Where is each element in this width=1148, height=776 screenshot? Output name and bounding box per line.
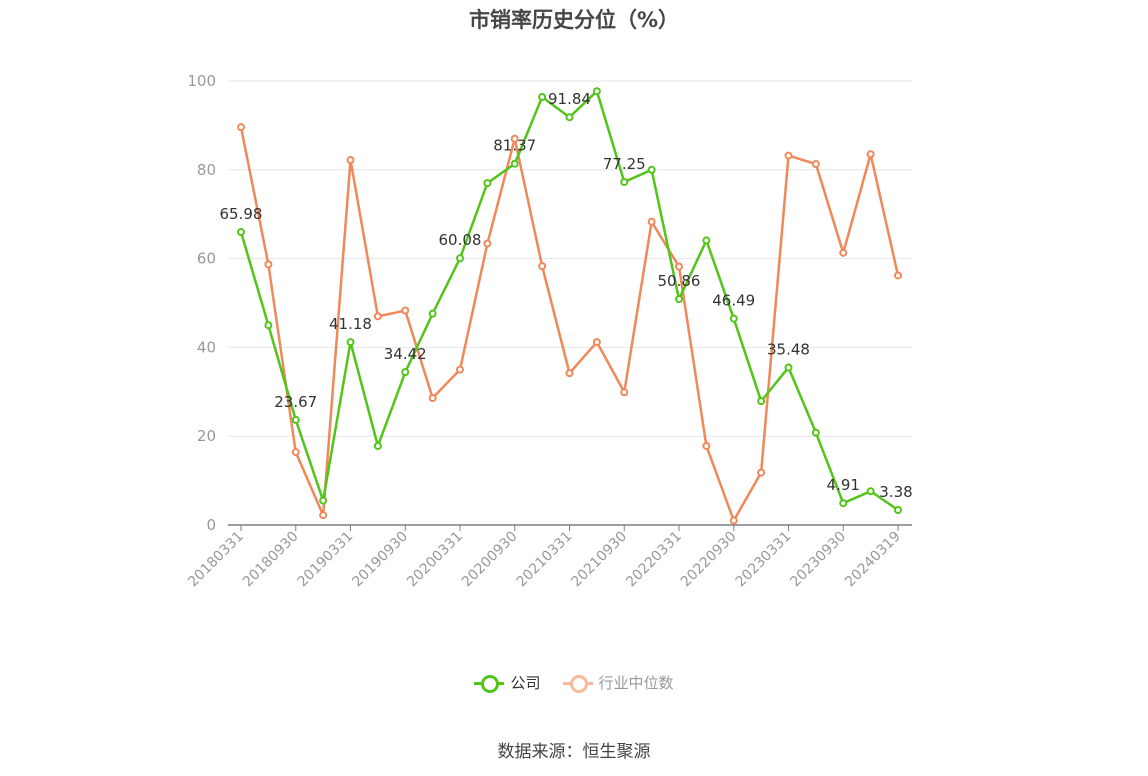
legend-swatch-company bbox=[474, 674, 505, 693]
series-industry-median bbox=[237, 123, 902, 525]
point-company bbox=[894, 505, 902, 514]
x-tick-label: 20210930 bbox=[568, 529, 630, 591]
point-company bbox=[866, 487, 875, 496]
line-chart: 0 20 40 60 80 100 2018033120180930201903312019… bbox=[185, 72, 913, 590]
point-industry-median bbox=[237, 123, 245, 132]
x-tick-label: 20210331 bbox=[514, 529, 576, 591]
data-source: 数据来源：恒生聚源 bbox=[497, 742, 651, 762]
x-tick-label: 20230331 bbox=[733, 529, 795, 591]
y-tick-label: 60 bbox=[197, 250, 216, 268]
point-company bbox=[373, 441, 382, 450]
chart-title: 市销率历史分位（%） bbox=[468, 8, 680, 32]
point-company bbox=[811, 428, 820, 437]
point-company bbox=[264, 321, 273, 330]
point-company bbox=[346, 338, 355, 347]
point-company bbox=[620, 178, 629, 187]
point-company bbox=[237, 228, 245, 237]
series-company bbox=[237, 87, 902, 514]
point-industry-median bbox=[346, 156, 355, 165]
point-industry-median bbox=[373, 312, 382, 321]
point-company bbox=[319, 496, 328, 505]
legend-item-company[interactable]: 公司 bbox=[474, 672, 541, 693]
data-label-company: 50.86 bbox=[658, 272, 701, 290]
point-industry-median bbox=[647, 217, 656, 226]
legend-item-industry-median[interactable]: 行业中位数 bbox=[562, 672, 674, 693]
x-tick-label: 20220331 bbox=[623, 529, 685, 591]
point-company bbox=[401, 368, 410, 377]
data-label-company: 41.18 bbox=[329, 315, 372, 333]
y-tick-label: 40 bbox=[197, 338, 216, 356]
x-tick-label: 20190930 bbox=[349, 529, 411, 591]
point-company bbox=[675, 295, 683, 304]
data-label-company: 4.91 bbox=[827, 476, 860, 494]
point-company bbox=[702, 236, 711, 245]
y-tick-label: 0 bbox=[206, 516, 216, 534]
point-company bbox=[565, 113, 574, 122]
data-label-company: 3.38 bbox=[879, 483, 912, 501]
point-company bbox=[757, 397, 766, 406]
data-label-company: 81.37 bbox=[493, 137, 536, 155]
point-company bbox=[839, 499, 848, 508]
point-industry-median bbox=[565, 369, 574, 378]
point-industry-median bbox=[428, 394, 437, 403]
x-tick-label: 20200331 bbox=[404, 529, 466, 591]
y-tick-label: 100 bbox=[187, 72, 216, 90]
point-industry-median bbox=[456, 365, 464, 374]
point-company bbox=[647, 165, 656, 174]
point-industry-median bbox=[757, 468, 766, 477]
y-tick-label: 80 bbox=[197, 161, 216, 179]
x-tick-label: 20180331 bbox=[185, 529, 247, 591]
legend: 公司 行业中位数 bbox=[0, 672, 1148, 693]
data-label-company: 65.98 bbox=[220, 205, 263, 223]
point-industry-median bbox=[264, 260, 273, 269]
legend-label-company: 公司 bbox=[510, 674, 541, 692]
point-industry-median bbox=[592, 338, 601, 347]
data-labels: 65.98 23.67 41.18 34.42 60.08 81.37 91.84 77.25… bbox=[220, 90, 913, 501]
point-industry-median bbox=[675, 262, 683, 271]
point-industry-median bbox=[894, 271, 902, 280]
point-industry-median bbox=[866, 150, 875, 159]
data-label-company: 60.08 bbox=[439, 231, 482, 249]
data-label-company: 46.49 bbox=[712, 292, 755, 310]
point-industry-median bbox=[839, 248, 848, 257]
series-lines bbox=[237, 87, 902, 525]
point-company bbox=[729, 314, 738, 323]
x-tick-label: 20180930 bbox=[240, 529, 302, 591]
point-industry-median bbox=[620, 388, 629, 397]
point-industry-median bbox=[401, 306, 410, 315]
data-label-company: 35.48 bbox=[767, 340, 810, 358]
point-industry-median bbox=[729, 516, 738, 525]
point-company bbox=[291, 415, 300, 424]
point-company bbox=[592, 87, 601, 96]
point-industry-median bbox=[510, 134, 519, 143]
point-company bbox=[510, 159, 519, 168]
point-industry-median bbox=[538, 262, 547, 271]
point-company bbox=[483, 179, 492, 188]
point-company bbox=[538, 92, 547, 101]
x-tick-label: 20200930 bbox=[459, 529, 521, 591]
data-label-company: 91.84 bbox=[548, 90, 591, 108]
legend-label-industry-median: 行业中位数 bbox=[598, 674, 674, 692]
point-industry-median bbox=[811, 160, 820, 169]
point-industry-median bbox=[319, 511, 328, 520]
grid-lines bbox=[228, 80, 912, 437]
point-industry-median bbox=[483, 239, 492, 248]
point-industry-median bbox=[702, 441, 711, 450]
data-label-company: 77.25 bbox=[603, 155, 646, 173]
point-industry-median bbox=[291, 448, 300, 457]
data-label-company: 34.42 bbox=[384, 345, 427, 363]
point-company bbox=[428, 309, 437, 318]
legend-swatch-industry-median bbox=[562, 674, 593, 693]
point-industry-median bbox=[784, 151, 793, 160]
point-company bbox=[784, 363, 793, 372]
data-label-company: 23.67 bbox=[274, 393, 317, 411]
y-tick-label: 20 bbox=[197, 427, 216, 445]
point-company bbox=[456, 254, 464, 263]
x-tick-label: 20240319 bbox=[842, 529, 904, 591]
x-tick-label: 20190331 bbox=[295, 529, 357, 591]
x-tick-label: 20220930 bbox=[678, 529, 740, 591]
axes: 0 20 40 60 80 100 2018033120180930201903312019… bbox=[185, 72, 912, 590]
x-tick-label: 20230930 bbox=[787, 529, 849, 591]
